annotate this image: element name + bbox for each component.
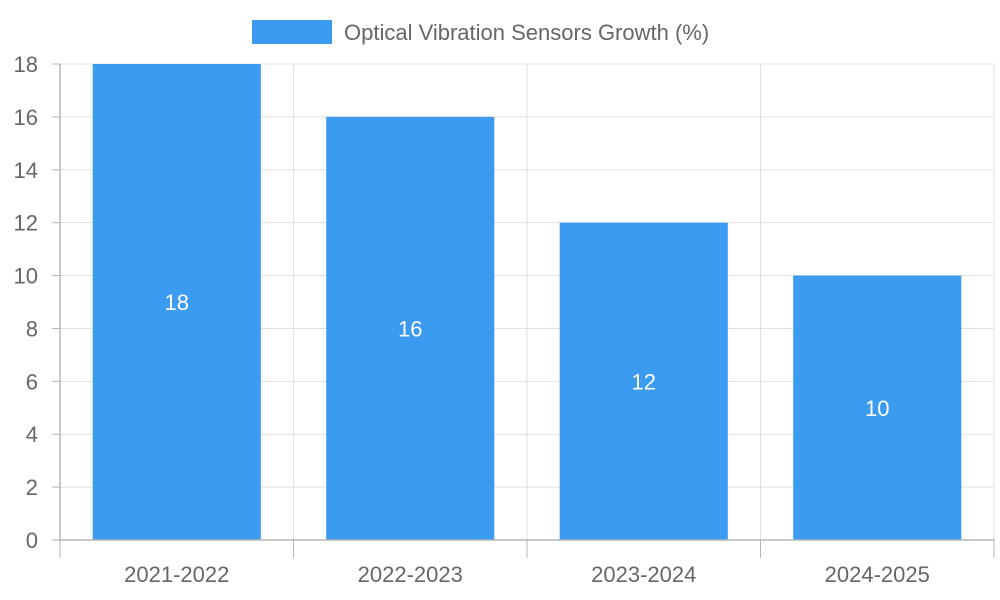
x-tick-label: 2022-2023 xyxy=(358,562,463,587)
x-tick-label: 2021-2022 xyxy=(124,562,229,587)
y-tick-label: 10 xyxy=(14,264,38,289)
x-tick-label: 2024-2025 xyxy=(825,562,930,587)
bar-value-label: 10 xyxy=(865,396,889,421)
x-tick-label: 2023-2024 xyxy=(591,562,696,587)
bar-2022-2023[interactable] xyxy=(326,116,495,540)
y-tick-label: 18 xyxy=(14,52,38,77)
y-tick-label: 16 xyxy=(14,105,38,130)
bar-2021-2022[interactable] xyxy=(92,64,261,540)
y-tick-label: 14 xyxy=(14,158,38,183)
legend-swatch[interactable] xyxy=(252,20,332,44)
y-tick-label: 12 xyxy=(14,211,38,236)
x-axis-ticks: 2021-2022 2022-2023 2023-2024 2024-2025 xyxy=(59,540,995,587)
y-tick-label: 8 xyxy=(26,316,38,341)
bar-2024-2025[interactable] xyxy=(793,275,962,540)
bar-value-label: 16 xyxy=(398,316,422,341)
bar-value-label: 12 xyxy=(632,369,656,394)
bars xyxy=(92,64,962,540)
y-tick-label: 6 xyxy=(26,369,38,394)
bar-2023-2024[interactable] xyxy=(559,222,728,540)
y-tick-label: 2 xyxy=(26,475,38,500)
bar-value-label: 18 xyxy=(165,290,189,315)
y-tick-label: 4 xyxy=(26,422,38,447)
y-axis-ticks: 0 2 4 6 8 10 12 14 16 18 xyxy=(14,52,60,553)
data-labels: 18 16 12 10 xyxy=(165,290,890,421)
legend-label[interactable]: Optical Vibration Sensors Growth (%) xyxy=(344,20,709,45)
legend[interactable]: Optical Vibration Sensors Growth (%) xyxy=(252,20,709,45)
y-tick-label: 0 xyxy=(26,528,38,553)
